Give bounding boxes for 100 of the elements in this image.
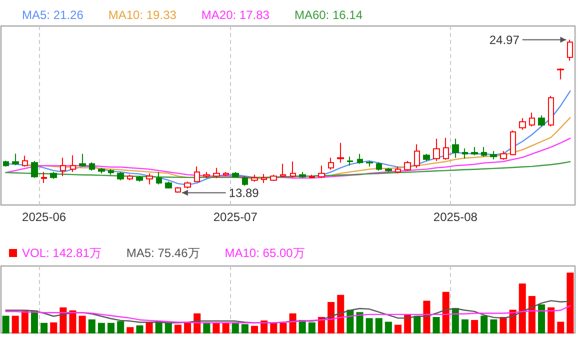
candlestick <box>108 168 114 176</box>
bar <box>136 325 144 334</box>
bar <box>328 302 335 334</box>
bar <box>308 322 316 334</box>
candlestick <box>251 174 258 182</box>
candlestick <box>175 186 181 194</box>
candlestick <box>89 162 95 172</box>
bar <box>471 320 478 334</box>
candlestick <box>414 144 420 168</box>
text: MA10: 19.33 <box>108 8 177 22</box>
candlestick <box>519 118 526 130</box>
bar <box>12 316 19 334</box>
text: MA20: 17.83 <box>201 8 270 22</box>
bar <box>108 322 115 334</box>
candlestick <box>481 146 487 158</box>
bar <box>442 292 450 334</box>
candlestick <box>261 173 267 184</box>
bar <box>232 322 239 334</box>
candlestick <box>22 155 28 168</box>
candlestick <box>12 153 19 166</box>
candlestick <box>117 171 124 181</box>
bar <box>88 319 96 334</box>
candlestick <box>242 176 248 186</box>
annotation: 24.97 <box>489 32 520 47</box>
x-tick-label: 2025-08 <box>433 210 478 224</box>
bar <box>346 310 354 334</box>
bar <box>126 327 134 334</box>
bar <box>414 316 421 334</box>
bar <box>375 318 382 334</box>
candlestick <box>309 174 315 179</box>
bar <box>270 322 278 334</box>
legend-label: VOL: 142.81万 <box>22 246 102 260</box>
bar <box>174 324 182 334</box>
bar <box>222 322 230 334</box>
candlestick <box>443 137 449 160</box>
candlestick <box>433 138 440 162</box>
candlestick <box>548 95 554 127</box>
x-tick-label: 2025-06 <box>22 210 66 224</box>
candlestick <box>156 171 162 185</box>
bar <box>30 310 38 334</box>
bar <box>60 307 67 334</box>
candlestick <box>318 165 325 178</box>
candlestick <box>203 171 210 179</box>
candlestick <box>232 171 239 178</box>
bar <box>423 300 430 334</box>
bar <box>69 310 76 334</box>
candlestick <box>50 171 57 180</box>
candlestick <box>538 114 545 127</box>
candlestick <box>184 181 191 189</box>
candlestick <box>165 181 172 189</box>
x-tick-label: 2025-07 <box>213 210 258 224</box>
candlestick <box>510 130 516 156</box>
bar <box>50 322 58 334</box>
bar <box>318 316 325 334</box>
bar <box>432 316 440 334</box>
candlestick <box>404 160 411 172</box>
bar <box>164 322 172 334</box>
candlestick <box>299 171 306 178</box>
bar <box>452 308 459 334</box>
bar <box>538 304 546 334</box>
bar <box>78 316 86 334</box>
candlestick <box>194 166 200 182</box>
bar <box>480 316 488 334</box>
candlestick <box>423 153 430 162</box>
text: MA5: 21.26 <box>22 8 84 22</box>
bar <box>404 314 412 334</box>
candlestick <box>357 153 363 164</box>
text: MA60: 16.14 <box>294 8 363 22</box>
bar <box>548 307 555 334</box>
bar <box>461 319 468 334</box>
bar <box>241 324 248 334</box>
candlestick <box>395 166 401 174</box>
bar <box>366 318 373 334</box>
bar <box>500 316 507 334</box>
candlestick <box>490 150 497 160</box>
candlestick <box>70 154 76 172</box>
bar <box>2 316 10 334</box>
candlestick <box>567 39 573 62</box>
bar <box>280 322 287 334</box>
bar <box>146 322 153 334</box>
candlestick <box>366 160 373 167</box>
bar <box>289 313 296 334</box>
candlestick <box>223 171 229 177</box>
candlestick <box>280 163 286 178</box>
candlestick <box>385 167 392 172</box>
candlestick <box>500 150 507 160</box>
bar <box>117 321 124 334</box>
bar <box>384 322 392 334</box>
candlestick <box>290 161 296 178</box>
candlestick <box>79 153 86 167</box>
candlestick <box>452 138 459 158</box>
bar <box>566 272 574 334</box>
candlestick <box>127 174 133 181</box>
bar <box>356 312 364 334</box>
bar <box>251 326 258 334</box>
bar <box>528 296 536 334</box>
bar <box>40 322 48 334</box>
candlestick <box>557 68 564 80</box>
candlestick <box>529 112 535 127</box>
annotation: 13.89 <box>228 186 260 200</box>
